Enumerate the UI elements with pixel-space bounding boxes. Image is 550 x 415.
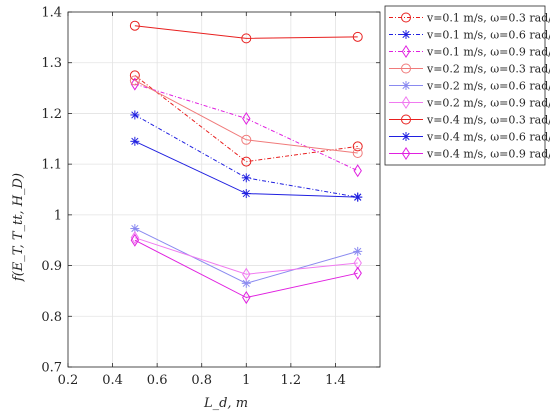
- legend-marker: [401, 12, 411, 23]
- series-9: [130, 233, 362, 305]
- x-axis-label: L_d, m: [203, 396, 248, 411]
- series-5: [130, 224, 363, 288]
- legend-marker: [401, 30, 411, 39]
- data-point: [242, 290, 251, 305]
- plot-area: [67, 11, 381, 368]
- data-point: [352, 147, 363, 158]
- data-point: [242, 111, 251, 126]
- x-tick-label: 1.4: [325, 373, 346, 388]
- y-tick-label: 1: [54, 208, 62, 223]
- legend-item: v=0.4 m/s, ω=0.3 rad/s: [389, 114, 550, 127]
- y-tick-label: 1.2: [41, 107, 62, 122]
- data-point: [241, 173, 251, 183]
- series-line: [134, 239, 358, 299]
- legend-item: v=0.2 m/s, ω=0.9 rad/s: [389, 95, 550, 110]
- legend-marker: [401, 44, 411, 59]
- y-tick-label: 1.1: [41, 158, 62, 173]
- data-point: [352, 31, 363, 42]
- legend-label: v=0.2 m/s, ω=0.3 rad/s: [426, 63, 550, 76]
- data-point: [352, 141, 363, 152]
- legend: v=0.1 m/s, ω=0.3 rad/s v=0.1 m/s, ω=0.6 r…: [384, 5, 550, 166]
- legend-item: v=0.1 m/s, ω=0.9 rad/s: [389, 44, 550, 59]
- data-point: [130, 110, 140, 120]
- x-tick-label: 0.2: [58, 373, 79, 388]
- series-line: [134, 25, 358, 39]
- series-layer: [129, 20, 363, 305]
- legend-item: v=0.4 m/s, ω=0.9 rad/s: [389, 146, 550, 161]
- legend-label: v=0.2 m/s, ω=0.6 rad/s: [426, 80, 550, 93]
- legend-item: v=0.2 m/s, ω=0.3 rad/s: [389, 63, 550, 76]
- series-line: [134, 237, 358, 275]
- y-tick-label: 1.3: [41, 56, 62, 71]
- data-point: [129, 20, 140, 31]
- data-point: [242, 267, 251, 281]
- data-point: [241, 156, 252, 167]
- x-tick-label: 0.6: [147, 373, 168, 388]
- legend-label: v=0.4 m/s, ω=0.3 rad/s: [426, 114, 550, 127]
- series-line: [134, 83, 358, 172]
- axis-ticks: 0.2 0.4 0.6 0.8 1 1.2 1.4 0.7 0.8 0.9 1 1.1 1.2 1.3 1.…: [41, 6, 380, 388]
- legend-marker: [401, 95, 411, 110]
- y-tick-label: 1.4: [41, 6, 62, 21]
- series-3: [130, 77, 362, 178]
- legend-item: v=0.2 m/s, ω=0.6 rad/s: [389, 80, 550, 93]
- data-point: [129, 70, 140, 81]
- data-point: [130, 233, 140, 247]
- legend-item: v=0.1 m/s, ω=0.3 rad/s: [389, 12, 550, 25]
- y-tick-label: 0.9: [41, 259, 62, 274]
- series-line: [134, 80, 358, 154]
- series-line: [134, 74, 358, 163]
- x-tick-label: 1.2: [281, 373, 302, 388]
- series-4: [129, 75, 363, 158]
- x-tick-label: 0.4: [102, 373, 123, 388]
- y-axis-label: f(E_T, T_tt, H_D): [11, 173, 26, 282]
- legend-label: v=0.4 m/s, ω=0.9 rad/s: [426, 148, 550, 161]
- x-tick-label: 0.8: [191, 373, 212, 388]
- legend-marker: [401, 132, 411, 141]
- series-7: [129, 20, 363, 44]
- x-tick-label: 1: [242, 373, 250, 388]
- legend-item: v=0.1 m/s, ω=0.6 rad/s: [389, 29, 550, 42]
- legend-label: v=0.1 m/s, ω=0.6 rad/s: [426, 29, 550, 42]
- series-6: [130, 231, 362, 281]
- data-point: [353, 192, 363, 202]
- legend-label: v=0.2 m/s, ω=0.9 rad/s: [426, 97, 550, 110]
- data-point: [241, 189, 251, 199]
- legend-marker: [401, 114, 411, 125]
- data-point: [241, 134, 252, 145]
- data-point: [353, 164, 362, 178]
- legend-label: v=0.1 m/s, ω=0.9 rad/s: [426, 46, 550, 59]
- y-tick-label: 0.8: [41, 310, 62, 325]
- legend-item: v=0.4 m/s, ω=0.6 rad/s: [389, 131, 550, 144]
- legend-marker: [401, 81, 411, 90]
- data-point: [241, 33, 252, 44]
- legend-label: v=0.1 m/s, ω=0.3 rad/s: [426, 12, 550, 25]
- data-point: [353, 256, 362, 270]
- data-point: [353, 266, 362, 280]
- data-point: [130, 231, 140, 245]
- legend-marker: [401, 63, 411, 74]
- legend-marker: [401, 146, 411, 161]
- data-point: [129, 75, 140, 86]
- y-tick-label: 0.7: [41, 361, 62, 376]
- data-point: [130, 136, 140, 146]
- legend-label: v=0.4 m/s, ω=0.6 rad/s: [426, 131, 550, 144]
- series-8: [130, 136, 363, 202]
- data-point: [353, 246, 363, 256]
- series-1: [129, 70, 363, 167]
